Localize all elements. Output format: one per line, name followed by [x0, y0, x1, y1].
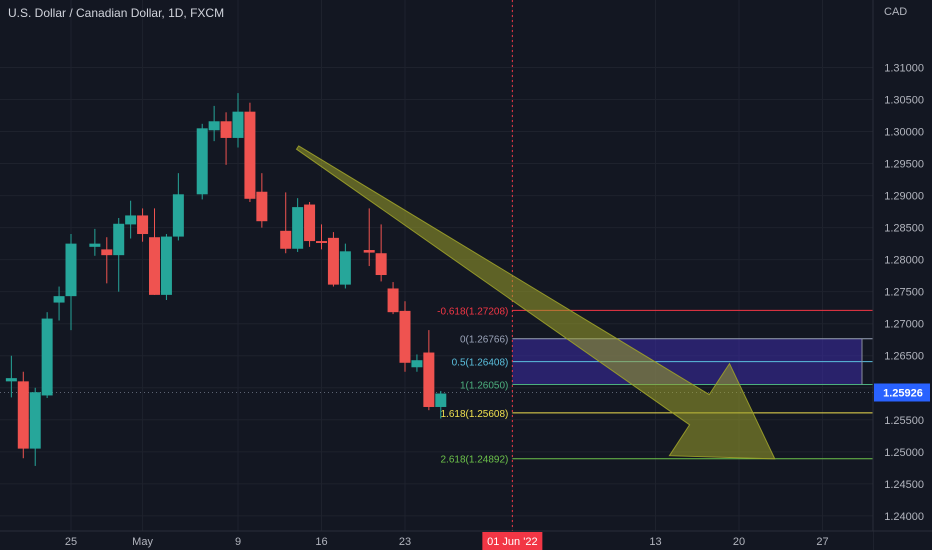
candle-body[interactable] — [172, 194, 184, 237]
time-tick-label: 9 — [235, 536, 241, 548]
fibonacci-level-label: 1.618(1.25608) — [441, 409, 509, 420]
price-tick-label: 1.28000 — [884, 255, 924, 267]
price-tick-label: 1.31000 — [884, 62, 924, 74]
candle-body[interactable] — [137, 215, 149, 235]
candle-body[interactable] — [327, 237, 339, 285]
candle-body[interactable] — [387, 288, 399, 313]
fibonacci-level-label: 2.618(1.24892) — [441, 455, 509, 466]
candle-body[interactable] — [304, 204, 316, 242]
price-tick-label: 1.28500 — [884, 223, 924, 235]
candle-body[interactable] — [41, 318, 53, 396]
candle-body[interactable] — [196, 128, 208, 195]
time-tick-label: 20 — [733, 536, 745, 548]
candle-body[interactable] — [411, 360, 423, 368]
price-tick-label: 1.24000 — [884, 511, 924, 523]
candle-body[interactable] — [292, 207, 304, 249]
candle-body[interactable] — [375, 253, 387, 276]
price-tick-label: 1.27500 — [884, 287, 924, 299]
price-tick-label: 1.27000 — [884, 319, 924, 331]
candle-body[interactable] — [339, 251, 351, 285]
fibonacci-level-label: -0.618(1.27208) — [437, 306, 508, 317]
candle-body[interactable] — [113, 223, 125, 256]
candle-body[interactable] — [220, 121, 232, 138]
currency-label: CAD — [884, 6, 908, 18]
candle-body[interactable] — [125, 215, 137, 225]
candle-body[interactable] — [29, 392, 41, 449]
candle-body[interactable] — [232, 111, 244, 138]
time-axis-background — [0, 531, 873, 550]
fibonacci-level-label: 0(1.26766) — [460, 335, 508, 346]
price-tick-label: 1.24500 — [884, 479, 924, 491]
candle-body[interactable] — [65, 243, 77, 297]
price-tick-label: 1.29500 — [884, 159, 924, 171]
candle-body[interactable] — [208, 121, 220, 131]
price-axis-background — [873, 0, 932, 550]
price-tick-label: 1.29000 — [884, 191, 924, 203]
fibonacci-level-label: 1(1.26050) — [460, 381, 508, 392]
candle-body[interactable] — [101, 249, 113, 256]
candle-body[interactable] — [363, 250, 375, 253]
time-tick-label: 16 — [315, 536, 327, 548]
price-tick-label: 1.25000 — [884, 447, 924, 459]
price-tick-label: 1.30000 — [884, 127, 924, 139]
candle-body[interactable] — [149, 237, 160, 295]
time-tick-label: May — [132, 536, 153, 548]
candle-body[interactable] — [316, 241, 327, 243]
time-tick-label: 23 — [399, 536, 411, 548]
candle-body[interactable] — [5, 378, 17, 382]
symbol-title: U.S. Dollar / Canadian Dollar, 1D, FXCM — [8, 6, 225, 20]
price-tick-label: 1.26500 — [884, 351, 924, 363]
current-date-badge — [482, 532, 543, 550]
time-tick-label: 13 — [649, 536, 661, 548]
forecast-arrow[interactable] — [295, 145, 776, 460]
fibonacci-level-label: 0.5(1.26408) — [452, 358, 509, 369]
time-tick-label: 01 Jun '22 — [487, 536, 537, 548]
candle-body[interactable] — [17, 381, 29, 449]
candle-body[interactable] — [244, 111, 256, 199]
time-tick-label: 25 — [65, 536, 77, 548]
candle-body[interactable] — [160, 236, 172, 295]
price-tick-label: 1.30500 — [884, 94, 924, 106]
candle-body[interactable] — [435, 393, 447, 407]
time-tick-label: 27 — [816, 536, 828, 548]
candle-body[interactable] — [256, 191, 268, 222]
candle-body[interactable] — [423, 352, 435, 407]
last-price-badge — [874, 383, 930, 402]
candle-body[interactable] — [280, 230, 292, 249]
price-tick-label: 1.25500 — [884, 415, 924, 427]
candle-body[interactable] — [399, 310, 411, 363]
last-price-label: 1.25926 — [883, 387, 923, 399]
candle-body[interactable] — [89, 243, 101, 247]
candle-body[interactable] — [53, 296, 65, 303]
